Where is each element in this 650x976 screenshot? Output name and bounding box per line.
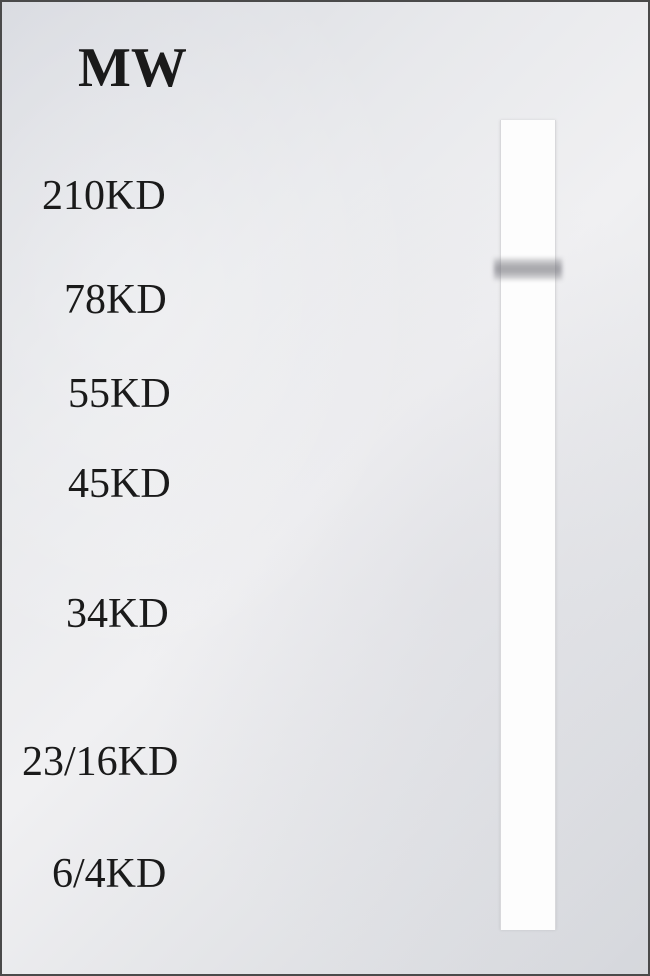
mw-label-4: 34KD: [66, 590, 169, 638]
mw-label-6: 6/4KD: [52, 850, 166, 898]
mw-label-2: 55KD: [68, 370, 171, 418]
mw-header: MW: [78, 36, 187, 100]
mw-label-5: 23/16KD: [22, 738, 178, 786]
blot-lane: [500, 120, 556, 930]
band-0: [494, 258, 562, 280]
mw-label-1: 78KD: [64, 276, 167, 324]
mw-label-0: 210KD: [42, 172, 166, 220]
mw-label-3: 45KD: [68, 460, 171, 508]
